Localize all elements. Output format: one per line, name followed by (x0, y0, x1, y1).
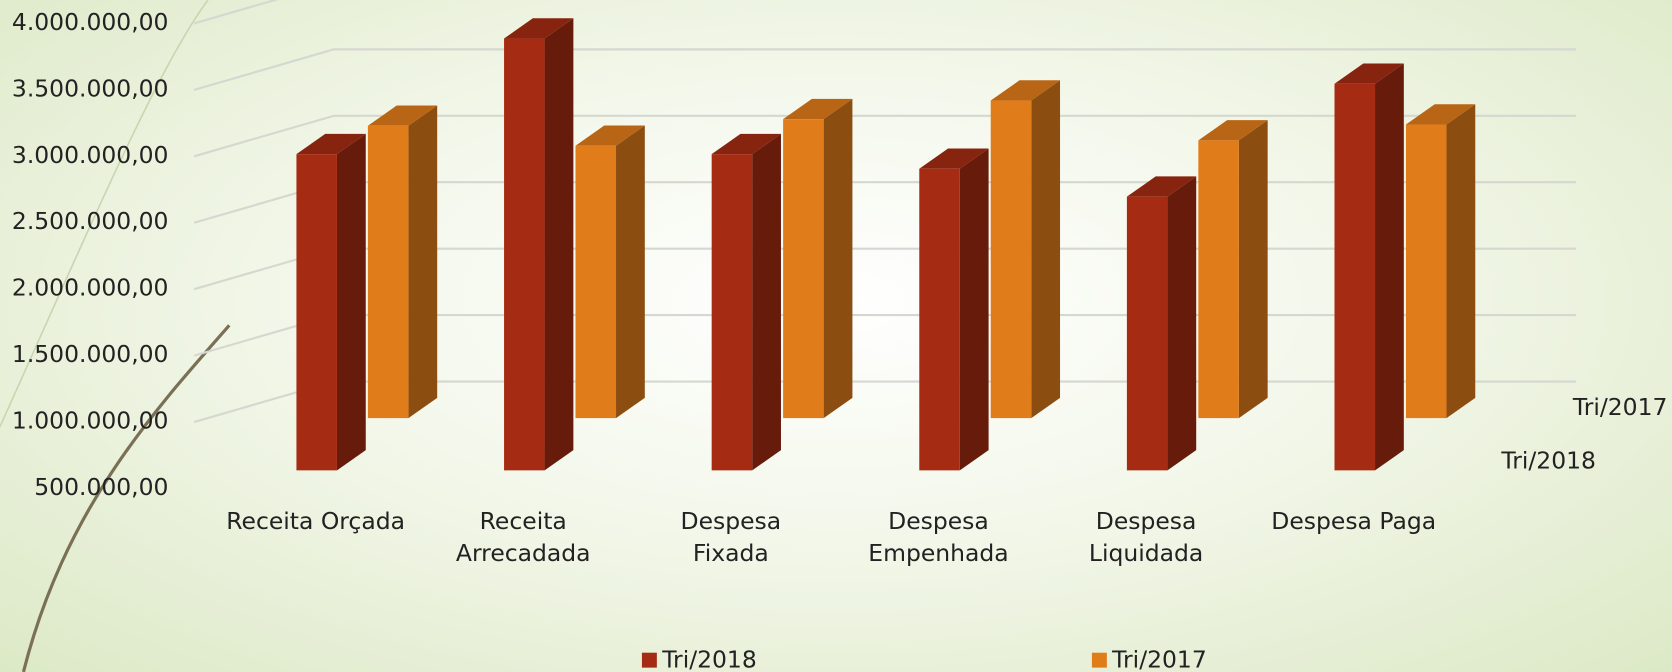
bar (1405, 124, 1447, 419)
bar (504, 38, 545, 471)
bar-side (1031, 80, 1061, 419)
bar-side (544, 18, 574, 471)
bar-side (1446, 104, 1476, 419)
bar-side (336, 133, 366, 471)
x-tick-label: Despesa Liquidada (1088, 508, 1204, 568)
bar (990, 100, 1032, 419)
bar (575, 145, 617, 419)
bar (1198, 140, 1239, 419)
bar (367, 125, 409, 419)
bar-top (504, 18, 574, 39)
bar-top (1198, 120, 1268, 141)
y-tick-label: 1.500.000,00 (12, 340, 169, 368)
x-tick-label: Receita Orçada (226, 508, 405, 536)
x-tick-label: Despesa Fixada (680, 508, 782, 568)
grid-line (193, 48, 1577, 91)
x-tick-label-box: Receita Arrecadada (455, 508, 591, 568)
depth-label: Tri/2018 (1500, 446, 1596, 474)
bar (1126, 196, 1168, 471)
legend-label: Tri/2018 (661, 646, 757, 672)
y-tick-label: 3.500.000,00 (12, 74, 169, 102)
bar (711, 154, 753, 471)
y-tick-label: 3.000.000,00 (12, 141, 169, 169)
bar-top (1126, 176, 1197, 197)
bar-top (919, 148, 989, 169)
bar-top (783, 98, 853, 120)
x-tick-label: Despesa Empenhada (868, 508, 1009, 568)
bar-top (296, 133, 366, 155)
bar (919, 168, 960, 471)
bar-side (959, 148, 989, 471)
bar-side (823, 98, 853, 419)
bar (783, 119, 824, 419)
bar-side (408, 105, 438, 419)
bar-side (752, 133, 781, 471)
bar-top (990, 80, 1061, 101)
grid-line (193, 0, 279, 25)
x-tick-label-box: Despesa Liquidada (1088, 508, 1204, 568)
bar (1334, 83, 1376, 471)
y-tick-label: 4.000.000,00 (12, 8, 169, 36)
x-tick-label-box: Receita Orçada (226, 508, 405, 536)
x-tick-label-box: Despesa Fixada (680, 508, 782, 568)
y-tick-label: 500.000,00 (34, 473, 168, 501)
bar-side (1167, 176, 1197, 471)
x-tick-label: Despesa Paga (1271, 508, 1437, 536)
legend-label: Tri/2017 (1111, 646, 1207, 672)
x-tick-label: Receita Arrecadada (455, 508, 591, 568)
bar-top (711, 133, 781, 155)
x-tick-label-box: Despesa Empenhada (868, 508, 1009, 568)
bar-top (575, 125, 645, 146)
legend-swatch (1091, 652, 1107, 668)
y-tick-label: 2.000.000,00 (12, 274, 169, 302)
bar-side (616, 125, 645, 419)
bar-top (1405, 104, 1476, 125)
decor-curve (21, 324, 231, 672)
bar-side (1238, 120, 1268, 419)
bar-top (1334, 63, 1404, 84)
y-tick-label: 2.500.000,00 (12, 207, 169, 235)
bar-top (367, 105, 438, 126)
bar (296, 154, 337, 471)
legend-swatch (641, 652, 657, 668)
decor-curve (0, 0, 209, 427)
y-tick-label: 1.000.000,00 (12, 407, 169, 435)
grid-line (193, 114, 1577, 158)
bar-side (1375, 63, 1404, 471)
x-tick-label-box: Despesa Paga (1271, 508, 1437, 536)
depth-label: Tri/2017 (1572, 393, 1668, 421)
